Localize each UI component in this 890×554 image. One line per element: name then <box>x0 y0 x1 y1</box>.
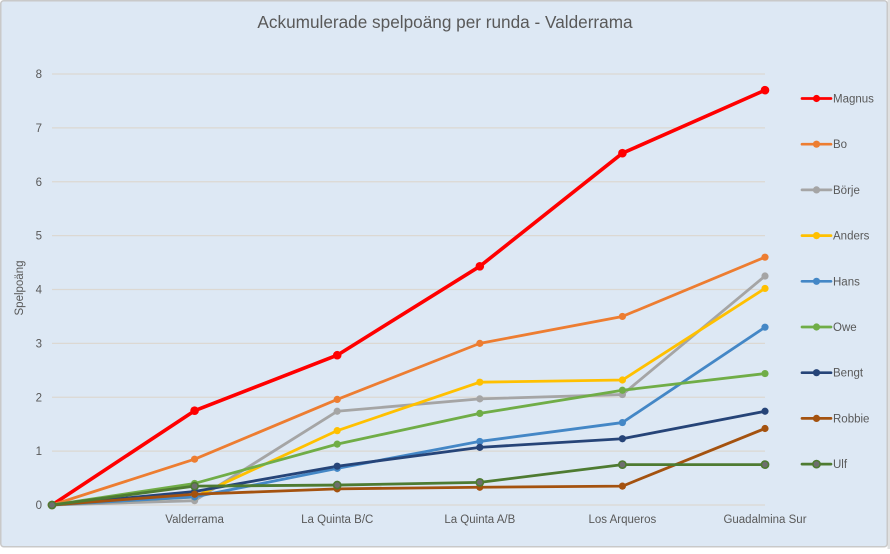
svg-text:Valderrama: Valderrama <box>165 514 224 526</box>
svg-text:Magnus: Magnus <box>833 94 874 106</box>
svg-text:Hans: Hans <box>833 276 860 288</box>
svg-text:1: 1 <box>36 446 42 458</box>
svg-text:7: 7 <box>36 123 42 135</box>
svg-text:La Quinta A/B: La Quinta A/B <box>444 514 515 526</box>
svg-text:2: 2 <box>36 392 42 404</box>
svg-text:0: 0 <box>36 500 42 512</box>
svg-text:5: 5 <box>36 231 42 243</box>
svg-text:Robbie: Robbie <box>833 413 869 425</box>
svg-text:Börje: Börje <box>833 185 860 197</box>
svg-text:Los Arqueros: Los Arqueros <box>589 514 657 526</box>
svg-text:4: 4 <box>36 285 43 297</box>
svg-text:Ulf: Ulf <box>833 459 848 471</box>
svg-text:3: 3 <box>36 338 42 350</box>
svg-text:Ackumulerade spelpoäng per run: Ackumulerade spelpoäng per runda - Valde… <box>257 12 633 32</box>
svg-text:Anders: Anders <box>833 231 870 243</box>
svg-text:La Quinta B/C: La Quinta B/C <box>301 514 373 526</box>
svg-text:Owe: Owe <box>833 322 857 334</box>
svg-text:Spelpoäng: Spelpoäng <box>14 261 26 316</box>
svg-text:8: 8 <box>36 69 42 81</box>
svg-text:Bo: Bo <box>833 139 847 151</box>
svg-text:Bengt: Bengt <box>833 368 864 380</box>
svg-text:6: 6 <box>36 177 42 189</box>
svg-text:Guadalmina Sur: Guadalmina Sur <box>723 514 806 526</box>
